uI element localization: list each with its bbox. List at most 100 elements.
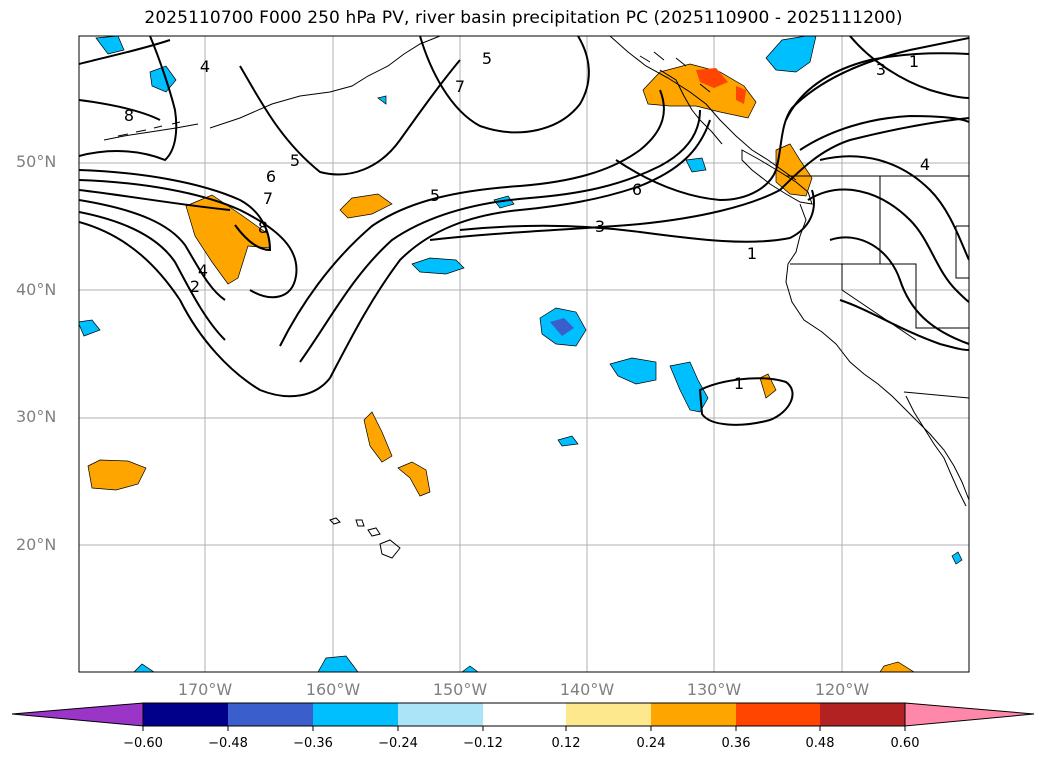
precip-blob-positive xyxy=(363,411,393,463)
pv-label: 5 xyxy=(430,186,440,205)
pv-contour-outer xyxy=(829,236,969,345)
precip-blob-negative-strong xyxy=(550,318,574,336)
precip-blob-positive xyxy=(879,661,915,672)
pv-contours xyxy=(79,36,969,426)
colorbar-segment xyxy=(483,703,566,726)
pv-contour-jet xyxy=(279,89,665,347)
coastline-baja xyxy=(905,395,967,507)
precip-blob-negative xyxy=(95,36,125,55)
colorbar xyxy=(11,702,1035,731)
colorbar-tick-label: −0.48 xyxy=(208,736,248,751)
pv-contour-jet xyxy=(299,109,701,363)
lon-label-120w: 120°W xyxy=(814,680,870,699)
colorbar-segment xyxy=(651,703,736,726)
pv-label: 7 xyxy=(455,77,465,96)
pv-contour-6 xyxy=(615,37,969,202)
lat-label-20n: 20°N xyxy=(16,535,57,554)
pv-label: 7 xyxy=(263,189,273,208)
pv-label: 5 xyxy=(290,151,300,170)
coastlines xyxy=(103,36,969,559)
precip-blob-negative xyxy=(669,361,709,413)
lon-label-130w: 130°W xyxy=(686,680,742,699)
coastline-alaska xyxy=(209,36,441,129)
pv-contour-8 xyxy=(79,99,161,121)
coastline-alaska-panhandle xyxy=(609,36,797,181)
colorbar-tick-label: 0.36 xyxy=(721,736,751,751)
colorbar-tick-label: 0.60 xyxy=(890,736,920,751)
colorbar-segment xyxy=(143,703,228,726)
precip-blob-negative xyxy=(493,195,515,209)
pv-contour-3 xyxy=(429,117,969,241)
pv-label: 4 xyxy=(198,261,208,280)
pv-contour-jet xyxy=(329,119,711,379)
precip-blob-negative xyxy=(317,655,359,672)
precip-blob-positive xyxy=(185,194,271,285)
pv-label: 6 xyxy=(266,167,276,186)
pv-label: 3 xyxy=(876,60,886,79)
pv-label: 5 xyxy=(482,49,492,68)
pv-label: 1 xyxy=(909,52,919,71)
pv-label: 3 xyxy=(595,217,605,236)
precip-blob-positive xyxy=(775,143,813,197)
pv-label: 4 xyxy=(200,57,210,76)
colorbar-outline xyxy=(142,702,906,727)
hawaii-island xyxy=(329,517,341,525)
precip-blob-negative xyxy=(461,665,479,672)
colorbar-segment xyxy=(398,703,483,726)
colorbar-extend-high xyxy=(904,702,1035,727)
pv-contour-outer xyxy=(819,155,969,261)
precip-blob-positive xyxy=(339,193,393,219)
precip-blob-negative xyxy=(609,357,657,385)
pv-contour-1 xyxy=(459,189,815,243)
pv-label: 8 xyxy=(258,218,268,237)
colorbar-segment xyxy=(736,703,820,726)
state-border xyxy=(955,225,969,279)
colorbar-segment xyxy=(313,703,398,726)
pv-contour-5 xyxy=(239,59,461,176)
colorbar-ticks xyxy=(142,726,906,731)
precip-blob-positive-strong xyxy=(696,68,728,88)
pv-contour-4 xyxy=(79,199,226,301)
colorbar-segment xyxy=(228,703,313,726)
precip-blob-negative xyxy=(411,257,465,275)
coastline-west-coast xyxy=(785,203,969,501)
pv-contour-4 xyxy=(79,39,171,65)
colorbar-tick-label: −0.60 xyxy=(123,736,163,751)
precip-blob-negative xyxy=(133,663,155,672)
precip-blob-positive xyxy=(397,461,431,497)
state-border xyxy=(879,176,969,329)
hawaii-island xyxy=(367,527,381,537)
precip-blob-positive xyxy=(759,373,777,399)
colorbar-segment xyxy=(566,703,651,726)
coastline-bc-islands xyxy=(659,69,723,145)
alaska-islands xyxy=(639,51,711,93)
lat-label-40n: 40°N xyxy=(16,280,57,299)
pv-contour-3 xyxy=(79,211,226,341)
precip-blob-positive xyxy=(87,459,147,491)
pv-contour-7 xyxy=(79,169,272,252)
pv-contour-6 xyxy=(79,179,298,299)
pv-contour-5 xyxy=(79,189,231,211)
colorbar-tick-label: −0.12 xyxy=(463,736,503,751)
pv-contour-outer xyxy=(807,188,969,303)
border-us-mexico xyxy=(903,391,969,399)
pv-contour-2 xyxy=(79,221,331,398)
pv-contour-labels: 8 4 5 7 6 5 7 8 4 2 6 5 3 1 3 1 4 1 xyxy=(124,49,930,393)
map-title: 2025110700 F000 250 hPa PV, river basin … xyxy=(144,8,903,28)
lat-label-30n: 30°N xyxy=(16,407,57,426)
pv-label: 2 xyxy=(190,277,200,296)
colorbar-tick-label: −0.24 xyxy=(378,736,418,751)
map-frame xyxy=(78,35,970,673)
lon-label-140w: 140°W xyxy=(559,680,615,699)
pv-contour-7 xyxy=(419,36,590,134)
hawaii-island xyxy=(355,519,365,527)
pv-label: 1 xyxy=(734,374,744,393)
colorbar-tick-label: 0.48 xyxy=(805,736,835,751)
colorbar-extend-low xyxy=(11,702,144,727)
precip-blob-negative xyxy=(79,319,101,337)
colorbar-tick-label: 0.24 xyxy=(636,736,666,751)
precip-blob-negative xyxy=(765,36,817,73)
map-background xyxy=(79,36,969,672)
pv-contour-outer xyxy=(849,36,969,99)
lon-label-170w: 170°W xyxy=(177,680,233,699)
